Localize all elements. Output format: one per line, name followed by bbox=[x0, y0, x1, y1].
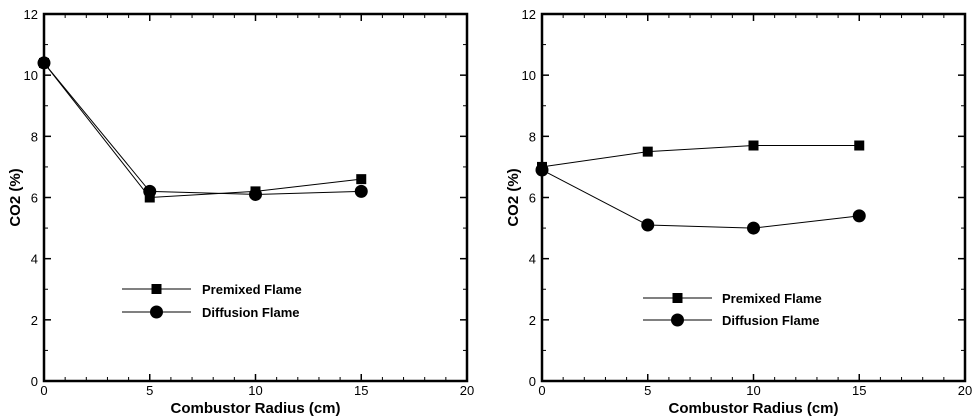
y-axis-label: CO2 (%) bbox=[505, 168, 522, 226]
legend: Premixed Flame Diffusion Flame bbox=[643, 291, 822, 328]
chart-panel-1: 0 2 4 6 8 10 12 0 5 10 15 20 Combustor Radius (cm) CO… bbox=[7, 7, 474, 417]
y-tick-label: 12 bbox=[522, 7, 536, 22]
y-tick-label: 4 bbox=[529, 252, 536, 267]
legend-label: Diffusion Flame bbox=[722, 313, 820, 328]
data-point-square bbox=[854, 140, 865, 151]
x-tick-label: 20 bbox=[958, 383, 972, 398]
y-tick-label: 10 bbox=[522, 68, 536, 83]
y-tick-label: 0 bbox=[31, 374, 38, 389]
y-tick-label: 12 bbox=[24, 7, 38, 22]
data-point-circle bbox=[143, 184, 157, 198]
x-tick-label: 5 bbox=[644, 383, 651, 398]
y-tick-label: 0 bbox=[529, 374, 536, 389]
legend: Premixed Flame Diffusion Flame bbox=[122, 282, 302, 320]
legend-label: Premixed Flame bbox=[722, 291, 822, 306]
x-tick-label: 15 bbox=[852, 383, 866, 398]
x-tick-label: 0 bbox=[538, 383, 545, 398]
data-point-circle bbox=[249, 187, 262, 201]
data-point-square bbox=[748, 140, 759, 151]
x-axis-label: Combustor Radius (cm) bbox=[668, 400, 838, 417]
legend-label: Diffusion Flame bbox=[202, 305, 300, 320]
y-axis-label: CO2 (%) bbox=[7, 168, 24, 226]
y-tick-label: 8 bbox=[31, 129, 38, 144]
data-point-circle bbox=[747, 221, 760, 235]
y-tick-label: 10 bbox=[24, 68, 38, 83]
y-tick-label: 2 bbox=[31, 313, 38, 328]
x-tick-label: 0 bbox=[40, 383, 47, 398]
y-tick-label: 8 bbox=[529, 129, 536, 144]
x-tick-label: 15 bbox=[354, 383, 368, 398]
data-point-circle bbox=[852, 209, 866, 223]
legend-marker-square bbox=[151, 284, 162, 294]
data-point-circle bbox=[37, 56, 51, 70]
legend-marker-circle bbox=[671, 313, 684, 327]
series-line-1 bbox=[541, 145, 860, 168]
legend-marker-circle bbox=[150, 305, 163, 319]
y-tick-label: 6 bbox=[529, 191, 536, 206]
y-tick-label: 4 bbox=[31, 252, 38, 267]
data-point-square bbox=[356, 174, 367, 185]
data-point-square bbox=[642, 146, 653, 157]
x-axis-label: Combustor Radius (cm) bbox=[170, 400, 340, 417]
series-line-2 bbox=[541, 169, 860, 229]
data-point-circle bbox=[535, 163, 549, 177]
series-line-2 bbox=[43, 62, 362, 195]
chart-panel-2: 0 2 4 6 8 10 12 0 5 10 15 20 Combustor Radius (cm) CO… bbox=[505, 7, 972, 417]
legend-label: Premixed Flame bbox=[202, 282, 302, 297]
data-point-circle bbox=[641, 218, 655, 232]
x-tick-label: 5 bbox=[146, 383, 153, 398]
series-line-1 bbox=[43, 62, 362, 199]
data-point-circle bbox=[354, 184, 368, 198]
x-tick-label: 20 bbox=[460, 383, 474, 398]
legend-marker-square bbox=[672, 293, 683, 303]
y-tick-label: 2 bbox=[529, 313, 536, 328]
y-tick-label: 6 bbox=[31, 191, 38, 206]
x-tick-label: 10 bbox=[746, 383, 760, 398]
x-tick-label: 10 bbox=[248, 383, 262, 398]
